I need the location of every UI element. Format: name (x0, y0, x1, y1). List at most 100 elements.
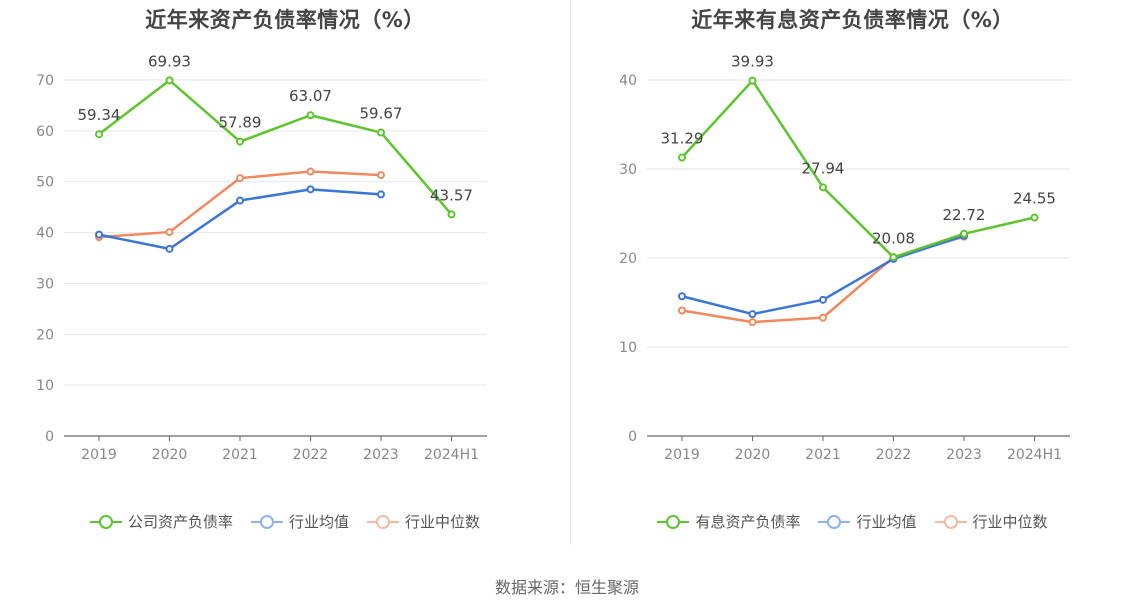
y-tick-label: 30 (619, 162, 637, 178)
legend-dot (943, 514, 958, 529)
legend-label: 公司资产负债率 (127, 513, 233, 531)
y-tick-label: 70 (36, 73, 54, 89)
right-chart-legend: 有息资产负债率 行业均值 行业中位数 (571, 511, 1134, 532)
data-label: 63.07 (289, 87, 332, 105)
legend-item[interactable]: 有息资产负债率 (657, 511, 800, 532)
series-2-point (748, 318, 757, 327)
right-chart-panel: 近年来有息资产负债率情况（%） 0 10 20 30 40 2019 2020 2021 202… (571, 0, 1134, 545)
legend-dot (666, 514, 681, 529)
series-0-point (447, 210, 456, 219)
series-2-point (819, 313, 827, 322)
legend-dot (827, 514, 842, 529)
series-1-point (95, 230, 103, 239)
legend-dot (98, 514, 113, 529)
legend-item[interactable]: 行业均值 (250, 511, 349, 532)
data-label: 20.08 (872, 229, 915, 247)
legend-marker-icon (367, 514, 399, 529)
series-1-point (678, 292, 686, 301)
x-tick-label: 2024H1 (1007, 447, 1062, 463)
right-chart-title: 近年来有息资产负债率情况（%） (691, 8, 1014, 32)
x-tick-label: 2022 (293, 447, 329, 463)
x-tick-label: 2019 (664, 447, 700, 463)
data-label: 57.89 (219, 114, 262, 132)
series-0-point (306, 111, 315, 120)
legend-label: 行业中位数 (405, 513, 481, 531)
series-2-point (678, 306, 686, 315)
left-chart-panel: 近年来资产负债率情况（%） 0 10 20 30 40 50 60 70 2019 2020 202… (0, 0, 570, 545)
legend-item[interactable]: 行业均值 (818, 511, 917, 532)
x-tick-label: 2019 (81, 447, 117, 463)
data-label: 22.72 (943, 206, 986, 224)
data-label: 31.29 (661, 130, 704, 148)
legend-label: 行业均值 (288, 513, 349, 531)
x-tick-label: 2020 (735, 447, 771, 463)
legend-dot (259, 514, 274, 529)
x-tick-label: 2023 (946, 447, 982, 463)
left-chart-legend: 公司资产负债率 行业均值 行业中位数 (0, 511, 570, 532)
series-1-point (819, 295, 827, 304)
legend-marker-icon (250, 514, 283, 529)
x-tick-label: 2023 (363, 447, 399, 463)
panel-divider (570, 0, 571, 545)
series-0-point (165, 76, 174, 85)
series-0-line (98, 79, 453, 216)
series-2-point (306, 167, 315, 176)
legend-label: 行业均值 (856, 513, 917, 531)
y-tick-label: 20 (619, 251, 637, 267)
data-label: 24.55 (1013, 190, 1056, 208)
legend-marker-icon (818, 514, 851, 529)
legend-label: 有息资产负债率 (695, 513, 801, 531)
series-1-point (165, 244, 174, 253)
series-2-point (236, 174, 244, 183)
legend-marker-icon (934, 514, 967, 529)
legend-item[interactable]: 行业中位数 (367, 511, 480, 532)
right-chart-plot: 0 10 20 30 40 2019 2020 2021 2022 2023 2024H1 31.29… (619, 53, 1070, 463)
series-1-point (306, 185, 315, 194)
series-0-point (748, 76, 757, 85)
series-0-point (377, 128, 385, 137)
x-tick-label: 2020 (152, 447, 188, 463)
series-0-point (889, 253, 898, 262)
series-2-point (165, 228, 174, 237)
legend-item[interactable]: 行业中位数 (934, 511, 1048, 532)
legend-marker-icon (89, 514, 122, 529)
legend-marker-icon (657, 514, 690, 529)
series-1-point (748, 310, 757, 319)
legend-item[interactable]: 公司资产负债率 (89, 511, 233, 532)
series-0-point (236, 137, 244, 146)
data-label: 27.94 (802, 159, 845, 177)
x-tick-label: 2022 (876, 447, 912, 463)
data-label: 59.34 (78, 106, 121, 124)
series-0-point (1030, 213, 1039, 222)
y-tick-label: 40 (36, 226, 54, 242)
y-tick-label: 50 (36, 175, 54, 191)
data-label: 39.93 (731, 53, 774, 71)
y-tick-label: 10 (619, 340, 637, 356)
data-label: 43.57 (430, 186, 473, 204)
y-tick-label: 10 (36, 378, 54, 394)
y-tick-label: 20 (36, 327, 54, 343)
series-0-point (960, 229, 968, 238)
x-tick-label: 2021 (805, 447, 841, 463)
left-chart-plot: 0 10 20 30 40 50 60 70 2019 2020 2021 2022 2023 2024H… (36, 52, 487, 463)
data-label: 69.93 (148, 52, 191, 70)
series-1-point (236, 196, 244, 205)
y-tick-label: 30 (36, 276, 54, 292)
y-tick-label: 0 (45, 429, 54, 445)
series-0-line (681, 79, 1035, 259)
legend-label: 行业中位数 (972, 513, 1048, 531)
x-tick-label: 2021 (222, 447, 258, 463)
y-tick-label: 0 (628, 429, 637, 445)
series-0-point (819, 183, 827, 192)
legend-dot (376, 514, 390, 529)
series-0-point (95, 130, 103, 139)
series-2-point (377, 171, 385, 180)
data-source-note: 数据来源：恒生聚源 (494, 578, 639, 597)
data-label: 59.67 (360, 105, 403, 123)
series-1-point (377, 190, 385, 199)
y-tick-label: 40 (619, 73, 637, 89)
series-0-point (678, 153, 686, 162)
x-tick-label: 2024H1 (424, 447, 479, 463)
y-tick-label: 60 (36, 124, 54, 140)
left-chart-title: 近年来资产负债率情况（%） (145, 8, 425, 32)
